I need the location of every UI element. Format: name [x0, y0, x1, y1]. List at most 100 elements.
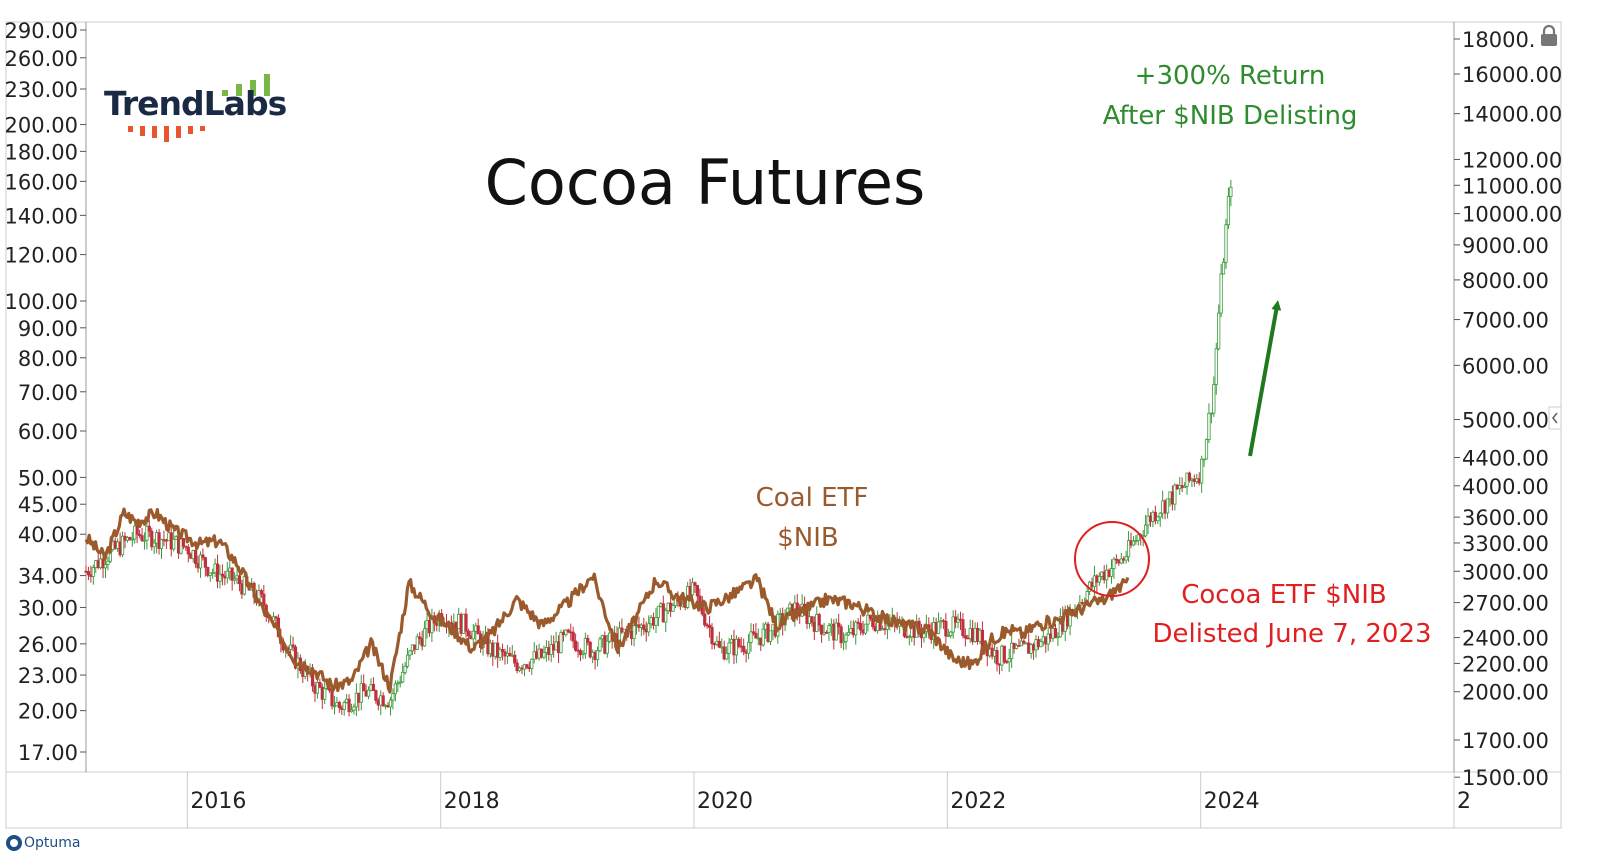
cocoa-candle-body	[422, 628, 427, 647]
cocoa-candle-body	[817, 614, 821, 626]
chevron-left-icon[interactable]	[1548, 406, 1562, 430]
cocoa-candle-body	[513, 654, 517, 664]
cocoa-candle-body	[86, 571, 91, 576]
cocoa-candle-body	[293, 646, 298, 669]
cocoa-candle-body	[768, 630, 773, 642]
cocoa-candle-body	[332, 705, 337, 708]
cocoa-candle-body	[106, 560, 110, 565]
left-tick-label: 140.00	[5, 204, 78, 228]
cocoa-candle-body	[844, 634, 848, 642]
cocoa-candle-body	[1136, 534, 1140, 541]
left-tick-label: 50.00	[18, 466, 78, 490]
cocoa-candle-body	[152, 542, 156, 548]
cocoa-candle-body	[342, 702, 346, 710]
cocoa-candle-body	[559, 632, 563, 654]
cocoa-candle-body	[710, 627, 714, 645]
cocoa-candle-body	[693, 582, 697, 586]
cocoa-candle-body	[571, 631, 575, 642]
cocoa-candle-body	[381, 695, 385, 707]
cocoa-candle-body	[654, 617, 658, 626]
cocoa-candle-body	[1182, 485, 1187, 489]
left-tick-label: 290.00	[5, 19, 78, 43]
cocoa-candle-body	[374, 690, 378, 701]
left-tick-label: 20.00	[18, 700, 78, 724]
annotation-nib: $NIB	[777, 523, 839, 553]
cocoa-candle-body	[401, 671, 405, 683]
left-tick-label: 260.00	[5, 47, 78, 71]
left-tick-label: 26.00	[18, 633, 78, 657]
left-tick-label: 30.00	[18, 596, 78, 620]
cocoa-candle-body	[140, 535, 144, 541]
cocoa-candle-body	[476, 625, 480, 635]
cocoa-candle-body	[184, 545, 188, 548]
cocoa-candle-body	[841, 640, 846, 644]
cocoa-candle-body	[230, 567, 234, 581]
cocoa-candle-body	[961, 619, 965, 637]
series-line-coal-etf-nib	[84, 507, 1130, 694]
cocoa-candle-body	[1014, 645, 1019, 649]
right-tick-label: 3600.00	[1462, 506, 1549, 530]
left-tick-label: 230.00	[5, 78, 78, 102]
cocoa-candle-body	[868, 614, 872, 619]
cocoa-candle-body	[827, 625, 831, 633]
right-tick-label: 11000.00	[1462, 174, 1562, 198]
cocoa-candle-body	[742, 645, 746, 653]
right-tick-label: 3000.00	[1462, 560, 1549, 584]
cocoa-candle-body	[746, 641, 751, 654]
left-tick-label: 80.00	[18, 347, 78, 371]
cocoa-candle-body	[120, 535, 125, 556]
right-tick-label: 10000.00	[1462, 203, 1562, 227]
cocoa-candle-body	[749, 631, 753, 643]
cocoa-candle-body	[690, 582, 695, 596]
cocoa-candle-body	[159, 539, 164, 549]
cocoa-candle-body	[1219, 273, 1223, 314]
cocoa-candle-body	[727, 642, 731, 654]
cocoa-candle-body	[944, 620, 948, 637]
annotation-cocoa-etf: Cocoa ETF $NIB	[1181, 580, 1387, 610]
cocoa-candle-body	[949, 631, 953, 636]
optuma-text: Optuma	[24, 835, 81, 851]
cocoa-candle-body	[198, 554, 203, 569]
cocoa-candle-body	[388, 699, 393, 708]
cocoa-candle-body	[837, 622, 841, 628]
cocoa-candle-body	[583, 637, 587, 654]
cocoa-candle-body	[647, 623, 651, 633]
right-tick-label: 2700.00	[1462, 592, 1549, 616]
cocoa-candle-body	[327, 688, 332, 691]
cocoa-candle-body	[291, 644, 295, 648]
cocoa-candle-body	[101, 558, 105, 569]
cocoa-candle-body	[464, 613, 468, 632]
cocoa-candle-body	[1221, 261, 1226, 275]
cocoa-candle-body	[135, 525, 139, 535]
cocoa-candle-body	[824, 632, 829, 634]
cocoa-candle-body	[359, 683, 363, 703]
cocoa-candle-body	[1112, 558, 1116, 569]
cocoa-candle-body	[588, 641, 592, 658]
cocoa-candle-body	[1173, 484, 1177, 505]
cocoa-candle-body	[574, 640, 578, 651]
cocoa-candle-body	[398, 681, 402, 684]
x-tick-label: 2024	[1204, 789, 1260, 814]
cocoa-candle-body	[1207, 412, 1211, 440]
cocoa-candle-body	[1165, 498, 1170, 514]
cocoa-candle-body	[963, 635, 967, 639]
lock-icon[interactable]	[1541, 24, 1557, 46]
cocoa-candle-body	[695, 585, 700, 597]
right-tick-label: 5000.00	[1462, 409, 1549, 433]
x-tick-label: 2022	[950, 789, 1006, 814]
cocoa-candle-body	[208, 572, 212, 576]
right-tick-label: 2000.00	[1462, 681, 1549, 705]
cocoa-candle-body	[408, 650, 412, 656]
cocoa-candle-body	[564, 629, 568, 636]
cocoa-candle-body	[1097, 576, 1101, 583]
cocoa-candle-body	[337, 702, 341, 709]
optuma-logo-icon	[6, 835, 22, 851]
cocoa-candle-body	[595, 650, 600, 660]
cocoa-candle-body	[323, 688, 327, 700]
cocoa-candle-body	[863, 623, 868, 634]
cocoa-candle-body	[1153, 511, 1157, 522]
x-tick-label: 2	[1457, 789, 1471, 814]
cocoa-candle-body	[498, 649, 502, 658]
cocoa-candle-body	[147, 525, 151, 532]
cocoa-candle-body	[834, 622, 838, 641]
